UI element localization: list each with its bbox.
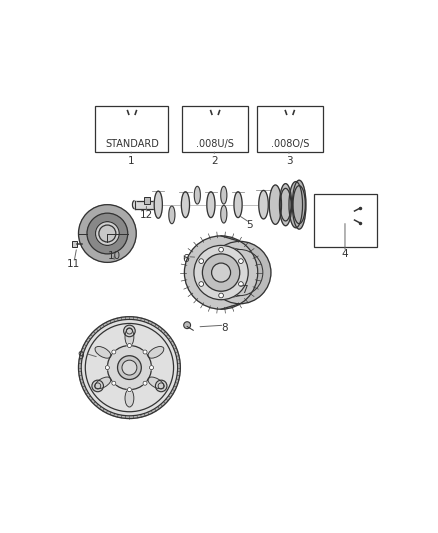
Circle shape (87, 213, 128, 254)
Ellipse shape (279, 184, 292, 225)
Circle shape (194, 245, 248, 300)
Bar (257, 106, 323, 152)
Circle shape (143, 381, 147, 385)
Text: 6: 6 (182, 254, 189, 264)
Circle shape (87, 213, 128, 254)
Circle shape (219, 293, 223, 298)
Text: 12: 12 (140, 210, 153, 220)
Ellipse shape (194, 187, 200, 204)
Ellipse shape (95, 346, 111, 358)
Text: 3: 3 (286, 156, 292, 166)
Ellipse shape (293, 185, 305, 224)
Bar (72, 241, 77, 247)
Ellipse shape (95, 377, 111, 389)
Ellipse shape (221, 205, 227, 223)
Circle shape (105, 366, 110, 370)
Text: 8: 8 (221, 322, 228, 333)
Circle shape (127, 387, 131, 392)
Ellipse shape (234, 192, 242, 217)
Circle shape (92, 380, 103, 392)
Ellipse shape (125, 328, 134, 346)
Circle shape (78, 205, 136, 262)
Circle shape (124, 325, 135, 337)
Circle shape (239, 281, 243, 286)
Text: 1: 1 (128, 156, 134, 166)
Ellipse shape (125, 389, 134, 407)
Circle shape (81, 319, 178, 416)
Circle shape (112, 350, 116, 354)
Ellipse shape (259, 190, 268, 219)
Text: 4: 4 (342, 249, 348, 259)
Ellipse shape (181, 192, 190, 217)
Bar (95, 106, 169, 152)
Circle shape (219, 247, 223, 252)
Text: 11: 11 (67, 259, 80, 269)
Ellipse shape (132, 200, 137, 209)
Circle shape (202, 254, 240, 291)
Text: 5: 5 (247, 220, 253, 230)
Circle shape (127, 343, 131, 348)
Circle shape (117, 356, 141, 379)
Ellipse shape (221, 187, 227, 204)
Circle shape (212, 263, 230, 282)
Circle shape (107, 345, 152, 390)
Ellipse shape (293, 180, 306, 229)
Bar (314, 195, 377, 247)
Text: STANDARD: STANDARD (105, 139, 159, 149)
Circle shape (199, 259, 204, 263)
Circle shape (184, 322, 191, 328)
Ellipse shape (269, 185, 282, 224)
Ellipse shape (280, 188, 291, 221)
Bar (182, 106, 248, 152)
Circle shape (143, 350, 147, 354)
Circle shape (112, 381, 116, 385)
Circle shape (184, 236, 258, 309)
Text: 10: 10 (108, 251, 121, 261)
Text: .008U/S: .008U/S (196, 139, 234, 149)
Text: 9: 9 (77, 351, 84, 361)
Circle shape (95, 222, 119, 245)
Circle shape (149, 366, 154, 370)
Circle shape (99, 225, 116, 242)
Text: 2: 2 (211, 156, 218, 166)
Circle shape (122, 360, 137, 375)
Circle shape (85, 324, 173, 411)
Ellipse shape (169, 206, 175, 224)
Circle shape (208, 241, 271, 304)
Text: 7: 7 (241, 285, 248, 295)
Bar (144, 197, 151, 204)
Ellipse shape (148, 346, 164, 358)
Circle shape (199, 281, 204, 286)
Circle shape (155, 380, 167, 392)
Circle shape (78, 317, 180, 418)
Ellipse shape (289, 182, 303, 228)
Ellipse shape (207, 192, 215, 217)
Circle shape (239, 259, 243, 263)
Ellipse shape (154, 191, 162, 218)
Text: .008O/S: .008O/S (271, 139, 309, 149)
Ellipse shape (148, 377, 164, 389)
